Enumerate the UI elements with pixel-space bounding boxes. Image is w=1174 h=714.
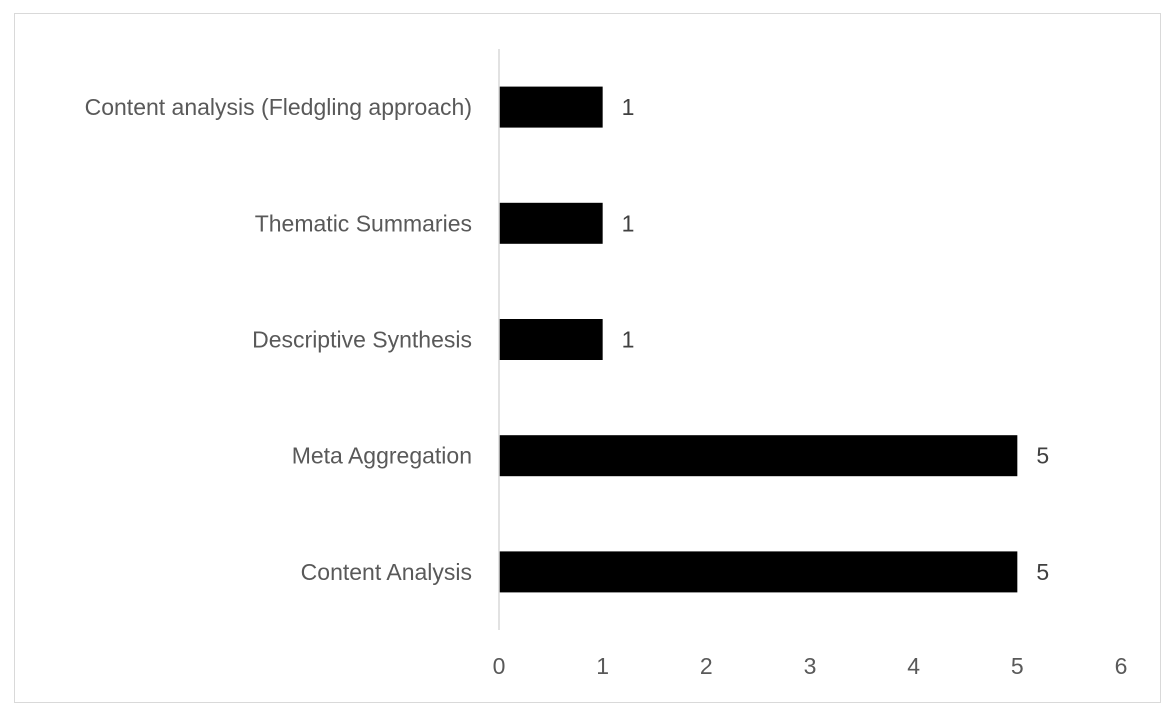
category-label: Meta Aggregation bbox=[292, 443, 472, 469]
bar bbox=[499, 435, 1018, 477]
value-labels-group: 5 5 1 1 1 bbox=[622, 94, 1049, 585]
x-tick-label: 0 bbox=[493, 653, 506, 679]
category-label: Content Analysis bbox=[301, 559, 472, 585]
data-label: 5 bbox=[1036, 559, 1049, 585]
x-tick-labels-group: 0 1 2 3 4 5 6 bbox=[493, 653, 1128, 679]
x-tick-label: 4 bbox=[907, 653, 920, 679]
data-label: 5 bbox=[1036, 443, 1049, 469]
data-label: 1 bbox=[622, 94, 635, 120]
x-tick-label: 2 bbox=[700, 653, 713, 679]
category-label: Descriptive Synthesis bbox=[252, 327, 472, 353]
bar bbox=[499, 319, 603, 360]
bar bbox=[499, 202, 603, 244]
category-labels-group: Content Analysis Meta Aggregation Descript… bbox=[85, 94, 472, 585]
data-label: 1 bbox=[622, 327, 635, 353]
category-label: Content analysis (Fledgling approach) bbox=[85, 94, 472, 120]
bars-group bbox=[499, 86, 1018, 593]
x-tick-label: 1 bbox=[596, 653, 609, 679]
data-label: 1 bbox=[622, 210, 635, 236]
x-tick-label: 3 bbox=[804, 653, 817, 679]
x-tick-label: 5 bbox=[1011, 653, 1024, 679]
bar bbox=[499, 551, 1018, 593]
category-label: Thematic Summaries bbox=[255, 210, 472, 236]
bar bbox=[499, 86, 603, 128]
x-tick-label: 6 bbox=[1115, 653, 1128, 679]
